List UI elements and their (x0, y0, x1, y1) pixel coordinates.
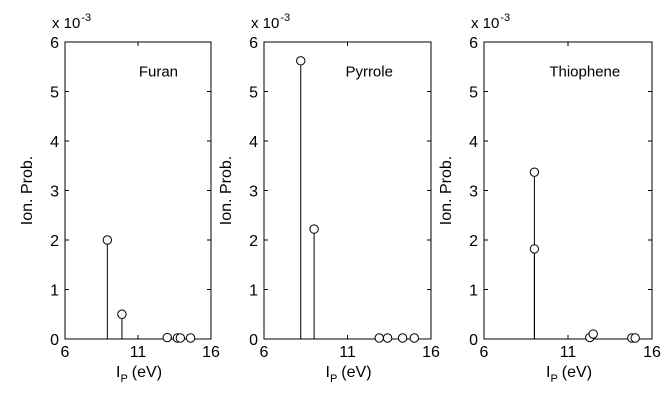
y-tick-label: 4 (249, 134, 258, 151)
x-axis-label-unit: (eV) (562, 364, 592, 381)
data-point (175, 333, 186, 343)
y-tick-label: 3 (249, 184, 258, 201)
y-multiplier-exponent: -3 (500, 12, 510, 24)
data-point (409, 333, 419, 343)
y-tick-label: 5 (50, 85, 59, 102)
y-multiplier-base: x 10 (52, 15, 80, 32)
y-tick-label: 5 (469, 85, 478, 102)
x-axis-label-subscript: P (550, 373, 557, 385)
x-axis-label: IP (eV) (116, 364, 162, 385)
x-axis-label: IP (eV) (326, 364, 372, 385)
x-tick-label: 11 (130, 344, 147, 361)
x-axis-label: IP (eV) (546, 364, 592, 385)
data-point (296, 56, 306, 66)
x-axis-label-main: I (326, 364, 330, 381)
y-multiplier-exponent: -3 (81, 12, 91, 24)
x-axis-label-unit: (eV) (132, 364, 162, 381)
y-tick-label: 4 (469, 134, 478, 151)
data-point (162, 332, 172, 343)
y-tick-label: 3 (469, 184, 478, 201)
panel-thiophene: 0 1 2 3 4 5 6 6 11 16 x 10-3 Ion. Prob. IP (eV) Thioph… (438, 12, 661, 385)
y-tick-label: 0 (249, 332, 258, 349)
data-point (102, 235, 113, 245)
x-tick-label: 16 (422, 344, 440, 361)
panel-pyrrole: 0 1 2 3 4 5 6 6 11 16 x 10-3 Ion. Prob. IP (eV) Pyrrol… (218, 12, 440, 385)
x-axis-label-unit: (eV) (341, 364, 371, 381)
data-point (382, 333, 393, 343)
y-tick-label: 2 (249, 233, 258, 250)
compound-label: Furan (139, 64, 178, 81)
y-tick-label: 1 (50, 283, 59, 300)
plot-frame (263, 41, 432, 340)
y-tick-label: 4 (50, 134, 59, 151)
y-axis-label: Ion. Prob. (438, 156, 455, 225)
y-tick-label: 0 (469, 332, 478, 349)
data-point (529, 244, 540, 254)
y-axis-label: Ion. Prob. (19, 156, 36, 225)
y-tick-label: 6 (469, 35, 478, 52)
y-tick-label: 1 (249, 283, 258, 300)
data-point (309, 224, 319, 234)
x-tick-label: 11 (339, 344, 356, 361)
x-tick-label: 6 (480, 344, 489, 361)
x-axis-label-subscript: P (330, 373, 337, 385)
plot-frame (483, 41, 653, 340)
x-axis-label-main: I (546, 364, 550, 381)
y-axis-label: Ion. Prob. (218, 156, 235, 225)
y-tick-label: 6 (50, 35, 59, 52)
data-point (374, 333, 384, 343)
y-multiplier-exponent: -3 (280, 12, 290, 24)
data-point (588, 329, 598, 339)
x-tick-label: 16 (202, 344, 220, 361)
y-tick-label: 3 (50, 184, 59, 201)
data-point (397, 333, 408, 343)
y-multiplier: x 10-3 (471, 12, 510, 32)
y-tick-label: 2 (469, 233, 478, 250)
y-multiplier-base: x 10 (471, 15, 499, 32)
y-multiplier: x 10-3 (251, 12, 290, 32)
panel-furan: 0 1 2 3 4 5 6 6 11 16 x 10-3 Ion. Prob. IP (eV) Furan (19, 12, 220, 385)
y-tick-label: 2 (50, 233, 59, 250)
compound-label: Pyrrole (345, 64, 393, 81)
x-tick-label: 6 (61, 344, 70, 361)
data-point (185, 333, 196, 343)
x-tick-label: 16 (643, 344, 661, 361)
compound-label: Thiophene (549, 64, 620, 81)
x-axis-label-main: I (116, 364, 120, 381)
y-tick-label: 0 (50, 332, 59, 349)
y-tick-label: 5 (249, 85, 258, 102)
x-axis-label-subscript: P (120, 373, 127, 385)
data-point (529, 167, 540, 177)
y-multiplier: x 10-3 (52, 12, 91, 32)
x-tick-label: 6 (260, 344, 269, 361)
y-tick-label: 6 (249, 35, 258, 52)
data-point (630, 333, 640, 343)
x-tick-label: 11 (560, 344, 577, 361)
y-multiplier-base: x 10 (251, 15, 279, 32)
plot-frame (64, 41, 212, 340)
data-point (117, 309, 127, 319)
y-tick-label: 1 (469, 283, 478, 300)
